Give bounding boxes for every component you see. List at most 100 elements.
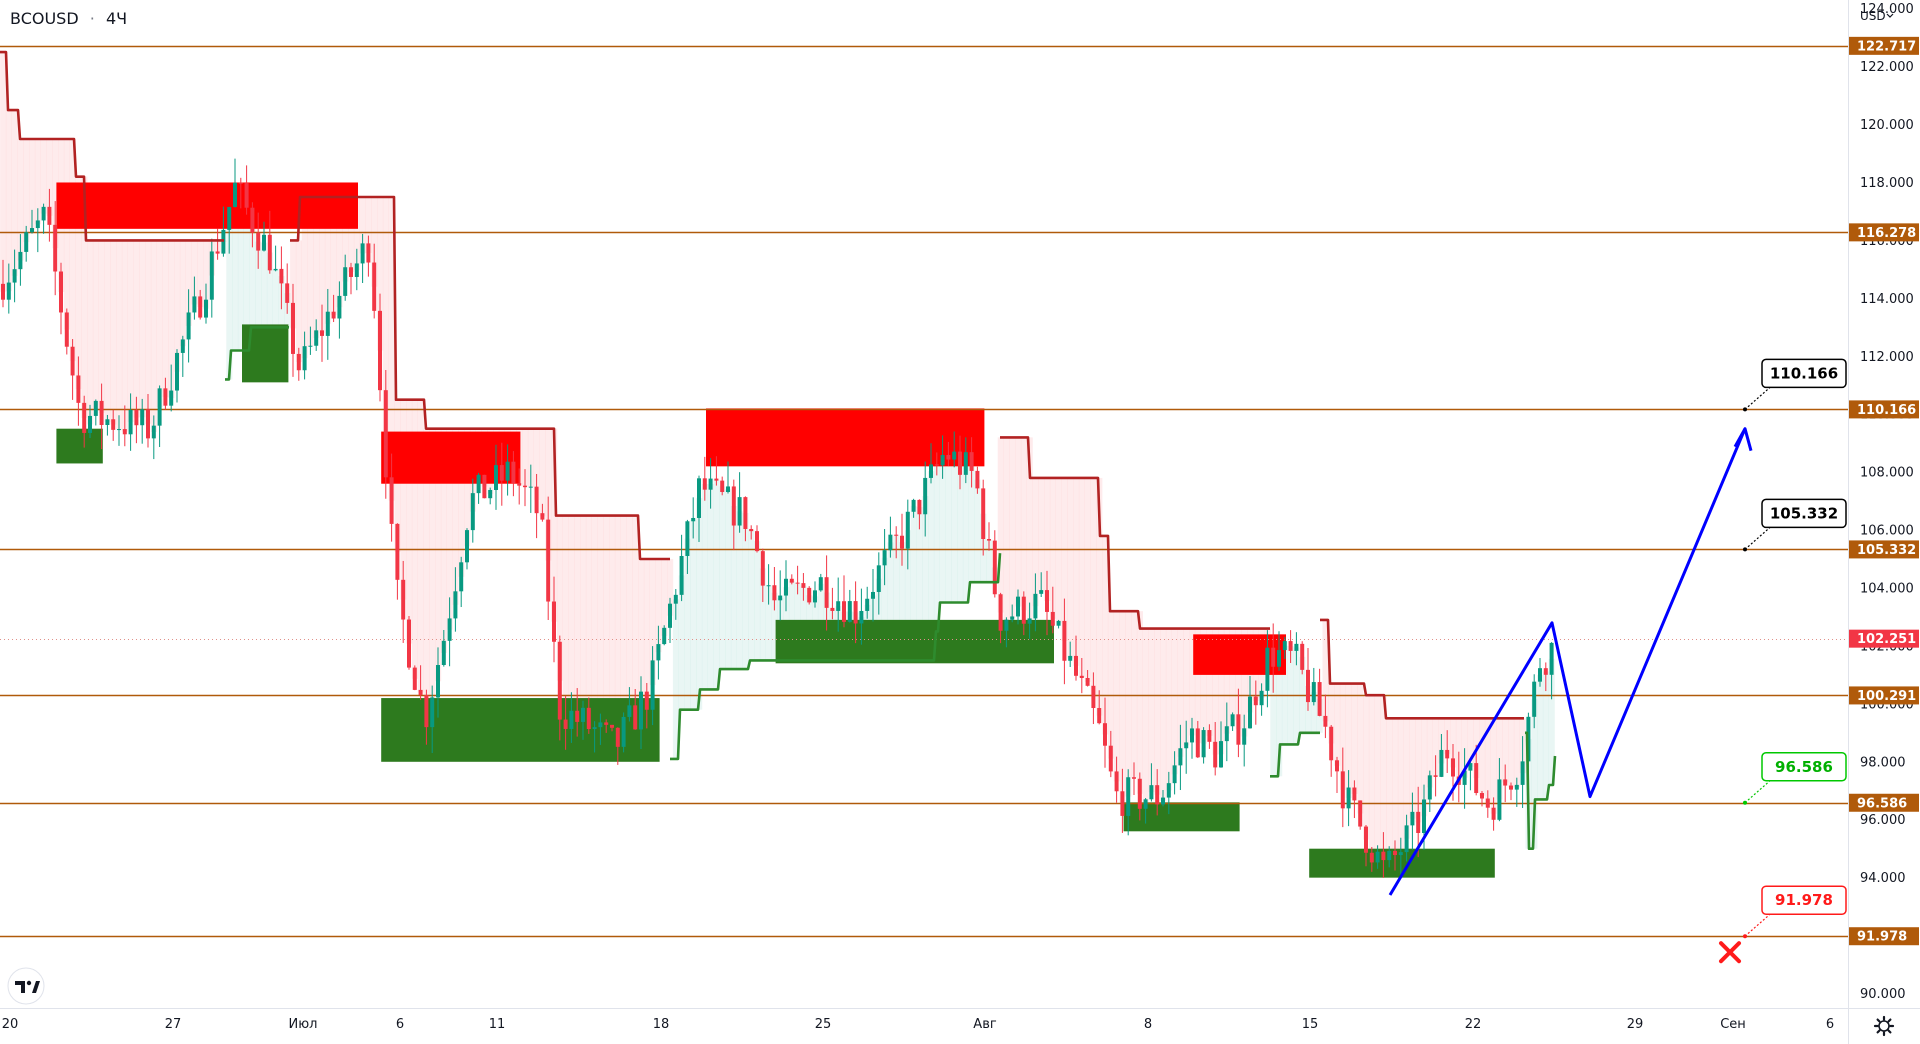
trend-shade: [237, 182, 244, 351]
time-axis[interactable]: 20 27 Июл 6 11 18 25 Авг 8 15 22 29 Сен 6: [2, 1017, 1834, 1032]
candle: [1352, 780, 1357, 819]
candle: [337, 281, 342, 339]
price-tick-label: 106.000: [1860, 524, 1914, 539]
candle-body: [842, 601, 846, 622]
trend-shade: [962, 463, 969, 603]
trail-up-line: [1525, 731, 1557, 851]
trend-shade: [145, 240, 152, 424]
level-price-tag: 122.717: [1857, 39, 1916, 54]
trend-shade: [771, 592, 778, 661]
candle-body: [1242, 728, 1247, 745]
candle-body: [1201, 730, 1206, 758]
candle: [958, 435, 962, 490]
candle: [366, 235, 371, 277]
candle-body: [552, 601, 556, 642]
trend-shade: [446, 428, 453, 630]
callout-label: 110.166: [1770, 364, 1838, 382]
candle-body: [644, 691, 649, 710]
time-tick-label: 8: [1144, 1017, 1152, 1032]
candle-body: [372, 262, 377, 311]
candle: [633, 689, 638, 730]
candle: [93, 399, 98, 426]
symbol-title[interactable]: BCOUSD · 4Ч: [10, 9, 127, 28]
candle-body: [1433, 775, 1438, 777]
trend-shade: [1206, 628, 1213, 736]
trend-shade: [556, 515, 563, 681]
candle: [998, 592, 1003, 644]
candle: [1404, 814, 1409, 862]
candle-body: [528, 486, 533, 488]
trend-shade: [1131, 611, 1138, 779]
trend-shade: [5, 110, 12, 292]
callout-connector: [1744, 386, 1771, 410]
candle-body: [1253, 696, 1258, 706]
callout-label: 105.332: [1770, 504, 1838, 522]
candle: [1033, 573, 1038, 632]
candle-body: [668, 603, 672, 628]
projection-line: [1388, 428, 1747, 896]
level-price-tag: 100.291: [1857, 689, 1916, 704]
candle-body: [772, 585, 777, 601]
candle-body: [1172, 765, 1177, 784]
candle: [871, 568, 875, 622]
candle: [1207, 724, 1212, 749]
trend-shade: [301, 196, 308, 359]
gear-icon[interactable]: [1873, 1015, 1895, 1037]
candle: [1143, 798, 1148, 824]
trail-down-line: [1000, 436, 1270, 630]
candle-body: [1282, 641, 1287, 651]
trend-shade: [359, 196, 366, 254]
trend-shade: [1218, 628, 1225, 755]
trend-shade: [585, 515, 592, 719]
candle-body: [1166, 783, 1171, 798]
candle: [1103, 697, 1107, 768]
candle-body: [215, 251, 220, 254]
candle: [308, 326, 313, 355]
trend-shade: [1421, 718, 1428, 817]
candle: [1132, 762, 1136, 796]
candle: [592, 721, 597, 753]
trend-shade: [1183, 628, 1190, 746]
candle: [1045, 570, 1049, 636]
candle-body: [250, 207, 255, 233]
level-price-tag-bg: [1849, 793, 1919, 812]
candle: [378, 293, 382, 402]
currency-menu[interactable]: USD: [1860, 9, 1894, 23]
trend-shade: [1397, 718, 1404, 854]
trend-shade: [1270, 657, 1277, 777]
trend-shade: [17, 139, 24, 261]
candle-body: [517, 483, 522, 486]
candle-body: [1149, 785, 1154, 800]
candle-body: [1416, 811, 1421, 833]
candle-body: [157, 388, 162, 426]
chevron-down-icon: [1886, 13, 1894, 18]
trend-shade: [591, 515, 598, 729]
trend-shade: [1432, 718, 1439, 777]
callout-connector: [1744, 913, 1771, 937]
level-price-tag: 116.278: [1857, 226, 1916, 241]
candle: [1335, 756, 1339, 794]
candle-body: [975, 470, 980, 489]
trend-shade: [742, 513, 749, 670]
candle-body: [308, 345, 313, 347]
candle: [795, 565, 800, 595]
candle: [668, 597, 672, 643]
candle-body: [407, 619, 411, 668]
trend-shade: [150, 240, 157, 433]
candle-body: [1497, 779, 1502, 820]
trend-shade: [974, 479, 981, 583]
candle: [1433, 755, 1438, 797]
candle: [233, 158, 237, 208]
candle: [476, 472, 481, 504]
candle-body: [1213, 741, 1218, 768]
trend-shade: [1235, 628, 1242, 730]
candle: [1236, 688, 1241, 758]
candle-body: [830, 607, 835, 611]
trend-shade: [945, 457, 952, 603]
candle-body: [192, 296, 197, 313]
candle-body: [905, 511, 910, 549]
candle-body: [992, 540, 997, 595]
tradingview-logo-icon[interactable]: [7, 967, 45, 1005]
candle: [1393, 840, 1397, 871]
